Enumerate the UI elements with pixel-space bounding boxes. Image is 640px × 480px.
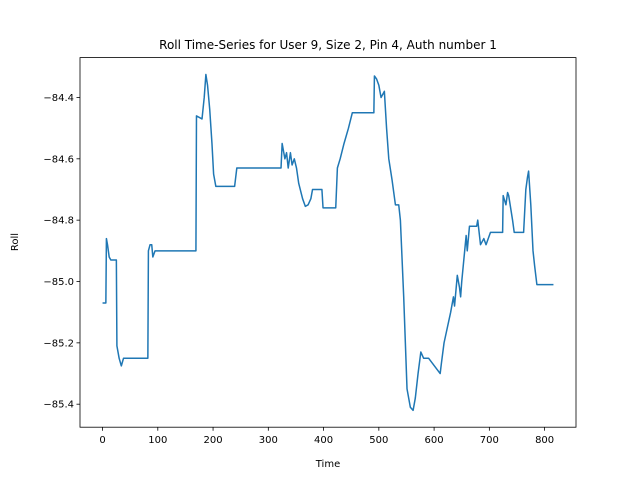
x-tick-label: 800 [535,435,554,446]
plot-frame [79,57,577,428]
y-tick-label: −85.4 [43,400,74,411]
x-tick-label: 100 [148,435,167,446]
x-tick-label: 300 [259,435,278,446]
y-tick-label: −85.0 [43,277,74,288]
x-tick-label: 400 [314,435,333,446]
x-tick-label: 500 [369,435,388,446]
x-tick-label: 700 [480,435,499,446]
y-tick-label: −84.6 [43,154,74,165]
x-tick-label: 600 [425,435,444,446]
y-axis-label: Roll [10,233,21,251]
x-axis-label: Time [315,459,340,470]
x-tick-label: 0 [99,435,105,446]
chart-title: Roll Time-Series for User 9, Size 2, Pin… [159,38,497,52]
data-line [102,73,554,412]
y-tick-label: −84.4 [43,93,74,104]
x-tick-label: 200 [204,435,223,446]
y-tick-label: −84.8 [43,216,74,227]
y-tick-label: −85.2 [43,338,74,349]
